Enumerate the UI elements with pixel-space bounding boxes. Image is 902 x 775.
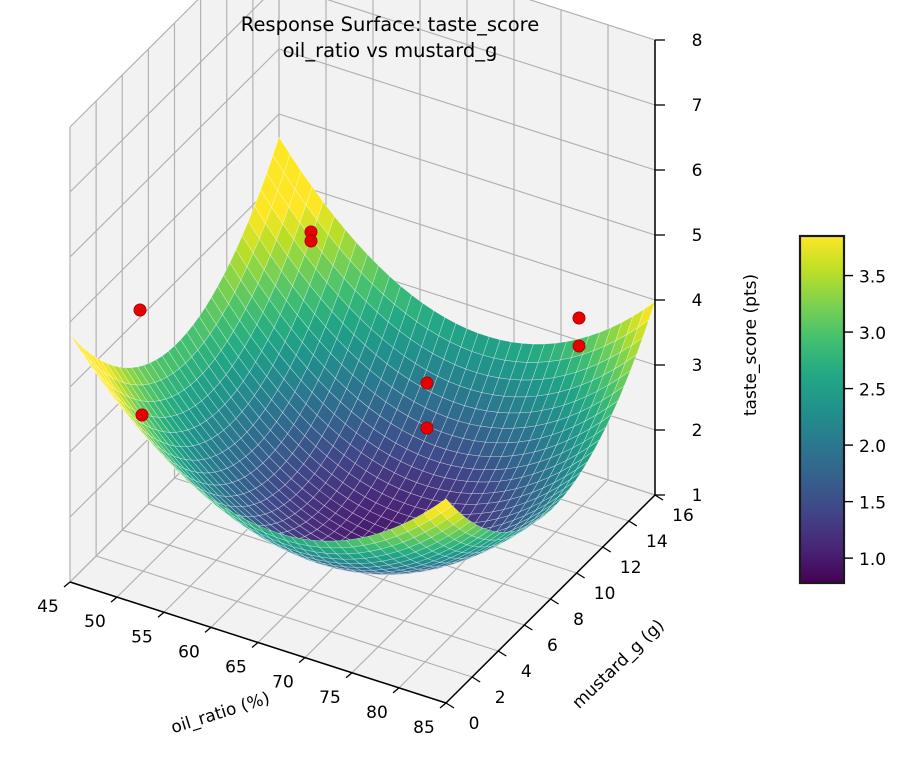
z-axis-label: taste_score (pts) — [741, 274, 761, 416]
z-tick-label: 7 — [692, 96, 703, 116]
x-tick-label: 60 — [178, 642, 200, 662]
x-tickmark — [110, 596, 118, 603]
colorbar-frame — [798, 234, 846, 585]
scatter-point-7[interactable] — [420, 421, 434, 435]
scatter-point-5[interactable] — [572, 339, 586, 353]
x-tick-label: 55 — [131, 627, 153, 647]
y-tickmark — [628, 520, 638, 527]
scatter-point-3[interactable] — [135, 408, 149, 422]
x-tickmark — [439, 702, 447, 709]
colorbar-tick-label: 2.5 — [859, 381, 886, 401]
y-tick-label: 16 — [672, 506, 694, 526]
colorbar-ticks: 1.0 1.5 2.0 2.5 3.0 3.5 — [844, 268, 886, 570]
y-tickmark — [471, 676, 481, 683]
colorbar-tick-label: 3.0 — [859, 324, 886, 344]
x-tick-label: 70 — [272, 673, 294, 693]
x-tickmark — [204, 626, 212, 633]
z-tick-label: 1 — [692, 486, 703, 506]
y-tick-label: 12 — [620, 558, 642, 578]
x-tickmark — [63, 581, 71, 588]
z-tick-label: 8 — [692, 31, 703, 51]
y-tickmark — [576, 572, 585, 579]
y-tick-label: 6 — [547, 636, 558, 656]
x-tickmark — [392, 687, 400, 694]
colorbar-tick-label: 2.0 — [859, 437, 886, 457]
colorbar-tick-label: 1.5 — [859, 494, 886, 514]
scatter-point-4[interactable] — [572, 311, 586, 325]
x-tickmark — [345, 672, 353, 679]
response-surface — [69, 136, 656, 576]
y-tick-label: 14 — [646, 532, 668, 552]
x-tick-label: 75 — [319, 688, 341, 708]
y-tick-label: 8 — [573, 610, 584, 630]
y-tickmark — [602, 546, 612, 553]
scatter-points[interactable] — [133, 225, 586, 435]
x-tickmark — [157, 611, 165, 618]
z-tick-label: 6 — [692, 161, 703, 181]
x-tickmark — [298, 657, 306, 664]
y-tickmark — [524, 624, 533, 631]
x-axis-label: oil_ratio (%) — [169, 688, 273, 738]
y-tickmark — [445, 702, 455, 709]
y-tickmark — [550, 598, 559, 605]
surface-cell — [434, 498, 453, 514]
y-axis-label: mustard_g (g) — [569, 616, 669, 713]
colorbar[interactable]: 1.0 1.5 2.0 2.5 3.0 3.5 — [798, 234, 886, 585]
x-tick-label: 50 — [84, 612, 106, 632]
x-tick-label: 45 — [37, 597, 59, 617]
scatter-point-1[interactable] — [304, 234, 318, 248]
y-tick-label: 2 — [495, 688, 506, 708]
z-tick-label: 2 — [692, 421, 703, 441]
scatter-point-6[interactable] — [420, 376, 434, 390]
z-tick-label: 5 — [692, 226, 703, 246]
y-tick-label: 4 — [521, 662, 532, 682]
x-tickmark — [251, 642, 259, 648]
x-tick-label: 65 — [225, 658, 247, 678]
y-tick-label: 0 — [469, 714, 480, 734]
colorbar-tick-label: 3.5 — [859, 268, 886, 288]
x-tick-label: 85 — [413, 718, 435, 738]
z-tick-label: 4 — [692, 291, 703, 311]
y-tickmark — [497, 650, 507, 657]
y-tick-label: 10 — [594, 584, 616, 604]
scatter-point-2[interactable] — [133, 303, 147, 317]
y-tickmark — [654, 494, 664, 501]
colorbar-gradient — [800, 236, 844, 583]
z-tick-label: 3 — [692, 356, 703, 376]
axes-ticks — [63, 39, 665, 709]
x-tick-label: 80 — [366, 703, 388, 723]
colorbar-tick-label: 1.0 — [859, 550, 886, 570]
